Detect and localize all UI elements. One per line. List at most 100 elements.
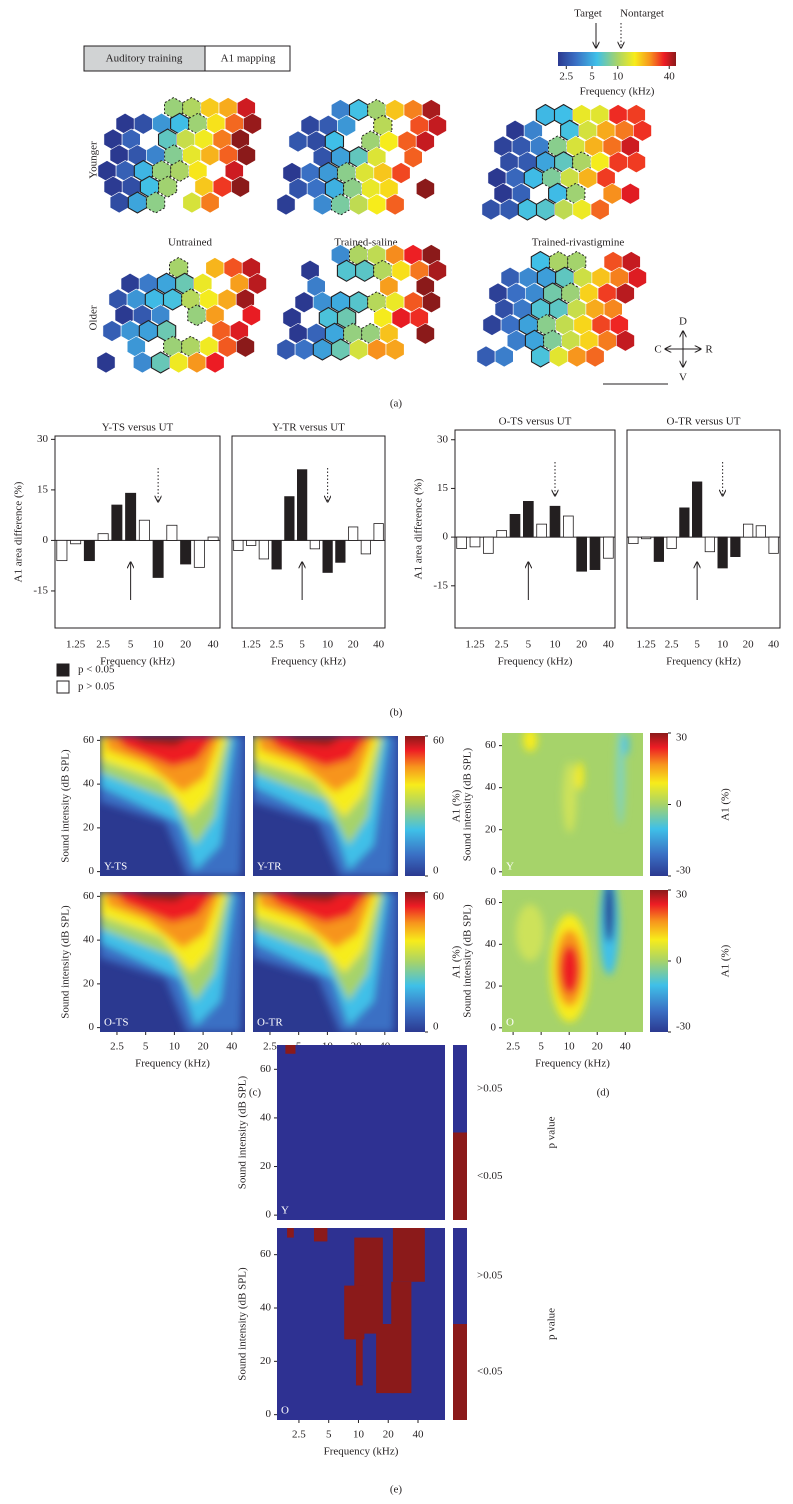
colorbar-label: p value xyxy=(546,1116,558,1148)
hex xyxy=(535,198,556,221)
hex xyxy=(348,98,369,122)
colorbar-tick-label: 0 xyxy=(676,798,682,810)
hex xyxy=(349,291,369,314)
bar xyxy=(603,536,614,559)
hex xyxy=(182,191,202,214)
heatmap-region xyxy=(575,761,584,791)
hex xyxy=(169,256,189,280)
heatmap-image xyxy=(100,736,245,876)
hex xyxy=(615,329,635,352)
y-axis-label: Sound intensity (dB SPL) xyxy=(60,905,72,1019)
bar xyxy=(653,536,664,562)
hex xyxy=(415,130,435,153)
x-tick-label: 40 xyxy=(208,639,220,651)
bar xyxy=(666,536,677,549)
colorbar-tick-label: 30 xyxy=(676,889,688,901)
hex xyxy=(632,119,652,142)
hex xyxy=(590,198,610,221)
bar xyxy=(576,536,588,572)
colorbar-tick-label: 30 xyxy=(676,732,688,744)
y-tick-label: 15 xyxy=(437,482,449,494)
significant-region xyxy=(344,1285,365,1340)
bar xyxy=(309,540,320,550)
heatmap-region xyxy=(562,761,577,834)
y-tick-label: 0 xyxy=(491,865,497,877)
hex xyxy=(567,250,587,274)
column-label: Untrained xyxy=(168,237,212,249)
panel-tag: O xyxy=(281,1405,289,1417)
hex xyxy=(627,266,647,289)
y-axis-label: Sound intensity (dB SPL) xyxy=(237,1075,249,1189)
compass-label: V xyxy=(679,372,687,384)
hex xyxy=(535,103,556,127)
x-axis-label: Frequency (kHz) xyxy=(271,656,346,668)
compass-label: C xyxy=(654,344,661,356)
hex xyxy=(236,335,255,358)
x-tick-label: 2.5 xyxy=(270,639,284,651)
bar xyxy=(207,536,219,541)
heatmap-region xyxy=(523,733,538,752)
x-tick-label: 20 xyxy=(743,639,755,651)
column-label: Trained-rivastigmine xyxy=(532,237,625,249)
x-axis-label: Frequency (kHz) xyxy=(535,1058,610,1070)
y-tick-label: 40 xyxy=(485,938,497,950)
nontarget-label: Nontarget xyxy=(620,8,664,20)
colorbar-tick-label: 5 xyxy=(589,71,595,83)
y-tick-label: 15 xyxy=(37,483,49,495)
hex xyxy=(421,291,441,314)
x-tick-label: 5 xyxy=(143,1041,149,1053)
hex xyxy=(494,345,514,368)
bar xyxy=(348,526,359,541)
chart-title: Y-TR versus UT xyxy=(272,422,345,434)
y-tick-label: 60 xyxy=(83,734,95,746)
heatmap-image xyxy=(277,1228,445,1420)
hex xyxy=(276,338,296,361)
bar xyxy=(743,523,754,538)
x-tick-label: 2.5 xyxy=(96,639,110,651)
colorbar-label: A1 (%) xyxy=(720,788,732,821)
bar xyxy=(730,536,741,557)
bar xyxy=(523,501,534,538)
colorbar-tick-label: -30 xyxy=(676,865,691,877)
column-label: Trained-saline xyxy=(334,237,397,249)
hex xyxy=(162,288,183,311)
panel-tag: Y-TS xyxy=(104,861,127,873)
hex xyxy=(615,282,635,305)
colorbar xyxy=(405,736,425,876)
colorbar-segment xyxy=(453,1132,467,1220)
a1-map xyxy=(97,96,262,214)
x-tick-label: 40 xyxy=(768,639,780,651)
bar xyxy=(360,540,371,555)
bar xyxy=(768,536,779,554)
colorbar-tick-label: 60 xyxy=(433,891,445,903)
a1-map xyxy=(276,98,447,216)
colorbar-label: A1 (%) xyxy=(451,945,463,978)
heatmap-region xyxy=(516,904,545,961)
y-tick-label: 40 xyxy=(485,781,497,793)
bar xyxy=(641,536,652,540)
hex xyxy=(243,112,262,135)
y-tick-label: -15 xyxy=(33,584,48,596)
hex xyxy=(217,288,237,311)
heatmap-image xyxy=(502,890,643,1032)
x-axis-label: Frequency (kHz) xyxy=(666,656,741,668)
hex xyxy=(242,304,261,327)
a1-map xyxy=(476,250,647,368)
heatmap-background xyxy=(277,1045,445,1220)
x-tick-label: 10 xyxy=(353,1429,365,1441)
x-tick-label: 10 xyxy=(564,1041,576,1053)
x-tick-label: 40 xyxy=(603,639,615,651)
significant-region xyxy=(392,1228,425,1282)
colorbar-tick-label: 2.5 xyxy=(559,71,573,83)
a1-map xyxy=(96,256,267,374)
y-tick-label: 0 xyxy=(443,531,449,543)
hex xyxy=(517,198,538,221)
hex xyxy=(276,193,296,216)
colorbar-tick-label: -30 xyxy=(676,1021,691,1033)
colorbar-category: >0.05 xyxy=(477,1270,503,1282)
bar xyxy=(496,530,508,538)
bar xyxy=(284,496,295,541)
heatmap-region xyxy=(616,733,625,826)
colorbar-tick-label: 40 xyxy=(664,71,676,83)
